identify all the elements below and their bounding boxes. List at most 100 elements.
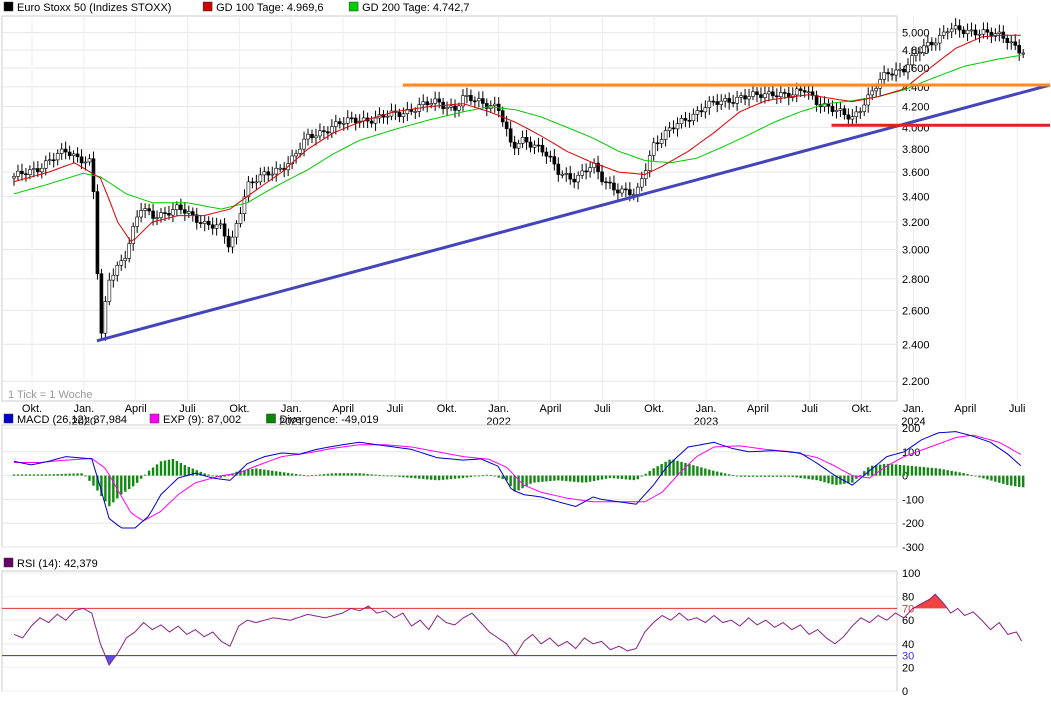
candle-body [230, 236, 235, 248]
x-month-label: Juli [801, 403, 818, 415]
rsi-tick-label: 40 [902, 639, 914, 651]
candle-body [95, 191, 100, 274]
candle-body [119, 260, 124, 266]
candle-body [977, 33, 982, 36]
divergence-bar [529, 475, 532, 484]
candle-body [250, 181, 255, 184]
divergence-bar [116, 475, 119, 499]
x-month-label: April [954, 403, 976, 415]
divergence-bar [390, 475, 393, 477]
candle-body [834, 109, 839, 112]
divergence-bar [648, 471, 651, 476]
candle-body [40, 167, 44, 173]
candle-body [67, 151, 72, 157]
divergence-bar [382, 475, 385, 477]
rsi-tick-label: 30 [902, 651, 914, 663]
legend-swatch [348, 1, 359, 12]
candle-body [1009, 41, 1014, 44]
candle-body [135, 216, 139, 227]
divergence-bar [569, 475, 572, 482]
candle-body [171, 209, 175, 216]
divergence-bar [573, 475, 576, 482]
divergence-bar [354, 473, 357, 476]
x-month-label: April [539, 403, 561, 415]
candle-body [695, 110, 700, 115]
divergence-bar [509, 475, 512, 486]
divergence-bar [807, 475, 810, 480]
candle-body [59, 148, 64, 154]
candle-body [270, 173, 275, 176]
candle-body [802, 90, 807, 93]
candle-body [111, 274, 116, 281]
divergence-bar [545, 475, 548, 482]
candle-body [187, 211, 191, 214]
candle-body [858, 111, 863, 113]
candle-body [552, 156, 557, 165]
divergence-bar [294, 473, 298, 476]
divergence-bar [513, 475, 516, 492]
divergence-bar [644, 473, 647, 476]
divergence-bar [588, 475, 592, 482]
candle-body [1017, 45, 1022, 54]
candle-body [580, 170, 584, 176]
x-month-label: Juli [179, 403, 196, 415]
divergence-bar [199, 471, 202, 476]
candle-body [945, 31, 950, 34]
candle-body [953, 25, 958, 30]
divergence-bar [306, 475, 310, 477]
divergence-bar [946, 470, 949, 476]
divergence-bar [465, 475, 469, 478]
divergence-bar [771, 475, 775, 477]
divergence-bar [851, 475, 854, 483]
candle-body [647, 155, 652, 171]
candle-body [147, 208, 151, 212]
candle-body [866, 94, 871, 106]
candle-body [667, 127, 672, 131]
divergence-bar [819, 475, 822, 482]
candle-body [763, 93, 767, 98]
divergence-bar [640, 475, 643, 477]
x-month-label: April [125, 403, 147, 415]
candle-body [639, 178, 644, 188]
divergence-bar [171, 458, 175, 476]
divergence-bar [370, 474, 373, 476]
candle-body [421, 101, 426, 105]
candle-body [345, 117, 350, 124]
divergence-bar [600, 475, 604, 480]
rsi-tick-label: 100 [902, 568, 920, 580]
candle-body [659, 139, 664, 144]
candle-body [556, 163, 561, 175]
candle-body [63, 148, 68, 153]
price-tick-label: 4.600 [902, 63, 930, 75]
candle-body [663, 130, 668, 140]
divergence-bar [36, 474, 40, 476]
divergence-bar [207, 474, 210, 476]
candle-body [608, 181, 612, 184]
divergence-bar [191, 468, 194, 476]
divergence-bar [680, 461, 683, 476]
divergence-bars [12, 458, 1025, 507]
divergence-bar [275, 471, 278, 476]
divergence-bar [290, 473, 294, 476]
candle-body [655, 142, 660, 145]
divergence-bar [441, 475, 445, 480]
candle-body [846, 114, 851, 120]
candle-body [206, 220, 211, 226]
divergence-bar [604, 475, 608, 479]
divergence-bar [298, 474, 302, 476]
candle-body [890, 73, 894, 76]
divergence-bar [934, 468, 937, 476]
candle-body [28, 169, 32, 176]
divergence-bar [255, 468, 258, 476]
candle-body [322, 130, 326, 133]
candle-body [214, 224, 219, 229]
candle-body [198, 222, 203, 224]
candle-body [457, 105, 461, 111]
divergence-bar [215, 475, 218, 477]
divergence-bar [723, 473, 727, 476]
x-axis: Okt. Jan. April Juli Okt. Jan. April Juli Okt. Ja… [22, 403, 1025, 428]
macd-panel: 200 100 0 -100 -200 -300 MACD (26,12): 37,984… [1, 413, 1025, 554]
candle-body [874, 88, 878, 92]
divergence-bar [831, 475, 834, 485]
divergence-bar [259, 469, 262, 476]
